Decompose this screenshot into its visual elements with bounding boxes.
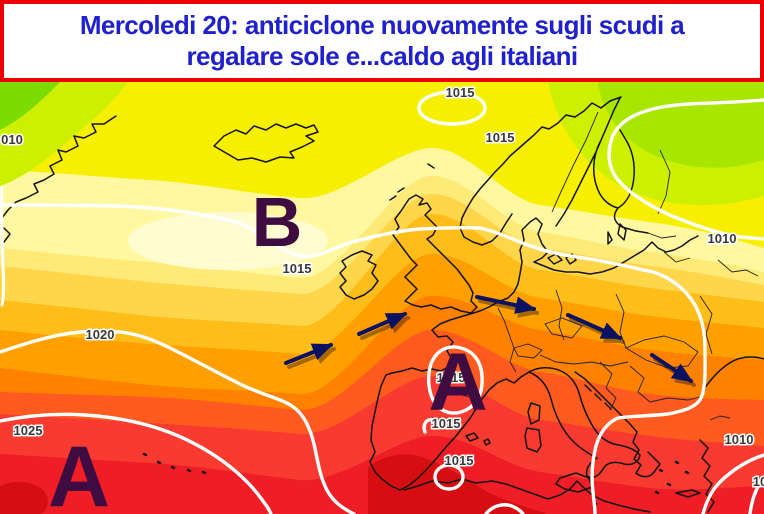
isobar-1015-cell-north <box>417 90 487 126</box>
isobar-label-1010-baltic: 1010 <box>708 231 737 246</box>
isobar-1015-france-loop <box>422 345 484 434</box>
temperature-bands <box>0 82 764 514</box>
isobar-label-1010-blacksea: 1010 <box>725 432 754 447</box>
isobar-1010-southeast <box>701 453 764 514</box>
isobar-1015-balearic-loop <box>433 463 465 491</box>
coast-scandinavia-baltic <box>459 96 699 308</box>
isobar-label-1015-atlantic: 1015 <box>283 261 312 276</box>
isobar-label-1015-norwegian-sea: 1015 <box>486 130 515 145</box>
isobar-label-1020: 1020 <box>86 327 115 342</box>
flow-arrow-germany <box>475 295 537 314</box>
low-pressure-letter-b: B <box>252 183 303 261</box>
isobar-label-1015-balearic: 1015 <box>445 453 474 468</box>
flow-arrow-carpathians <box>566 313 623 340</box>
flow-arrow-balkans <box>650 353 693 383</box>
isobar-1020 <box>0 329 356 514</box>
isobar-label-1015-north: 1015 <box>446 85 475 100</box>
title-line-2: regalare sole e...caldo agli italiani <box>186 41 578 71</box>
cool-core-atlantic <box>128 212 328 270</box>
coast-uk-ireland <box>339 163 478 314</box>
isobar-label-1015-catalonia: 1015 <box>432 416 461 431</box>
island-dots <box>142 452 690 506</box>
high-pressure-letter-azores: A <box>48 429 110 514</box>
country-borders <box>439 111 759 421</box>
coast-mediterranean <box>403 356 764 513</box>
flow-arrow-channel <box>357 312 408 336</box>
title-banner: Mercoledi 20: anticiclone nuovamente sug… <box>0 0 764 82</box>
high-pressure-letter-france: A <box>428 337 487 428</box>
flow-arrows <box>284 295 693 383</box>
hot-core-iberia-africa <box>368 454 546 514</box>
isobar-edge-africa <box>484 503 525 514</box>
isobar-1015-atlantic <box>0 203 707 514</box>
isobar-label-1025: 1025 <box>14 423 43 438</box>
isobar-label-1010-west: 010 <box>1 132 23 147</box>
hot-core-morocco <box>0 481 48 514</box>
flow-arrow-biscay <box>284 343 334 365</box>
isobar-labels: 010 1015 1015 1015 1010 1020 1025 1015 1… <box>0 84 764 491</box>
coast-greenland-iceland <box>1 115 319 243</box>
coastlines <box>1 96 764 513</box>
map-canvas: 010 1015 1015 1015 1010 1020 1025 1015 1… <box>0 82 764 514</box>
synoptic-map: 010 1015 1015 1015 1010 1020 1025 1015 1… <box>0 82 764 514</box>
title-line-1: Mercoledi 20: anticiclone nuovamente sug… <box>79 10 685 41</box>
green-core-northwest <box>0 82 60 130</box>
pressure-letters: B A A <box>48 183 488 514</box>
isobar-1025 <box>0 412 273 514</box>
isobar-label-1015-france: 1015 <box>437 370 466 385</box>
isobar-label-clipped-east: 10 <box>753 474 764 489</box>
isobar-1010-scandinavia <box>607 98 764 241</box>
isobars <box>0 90 764 514</box>
isobar-edge-west <box>0 186 6 307</box>
